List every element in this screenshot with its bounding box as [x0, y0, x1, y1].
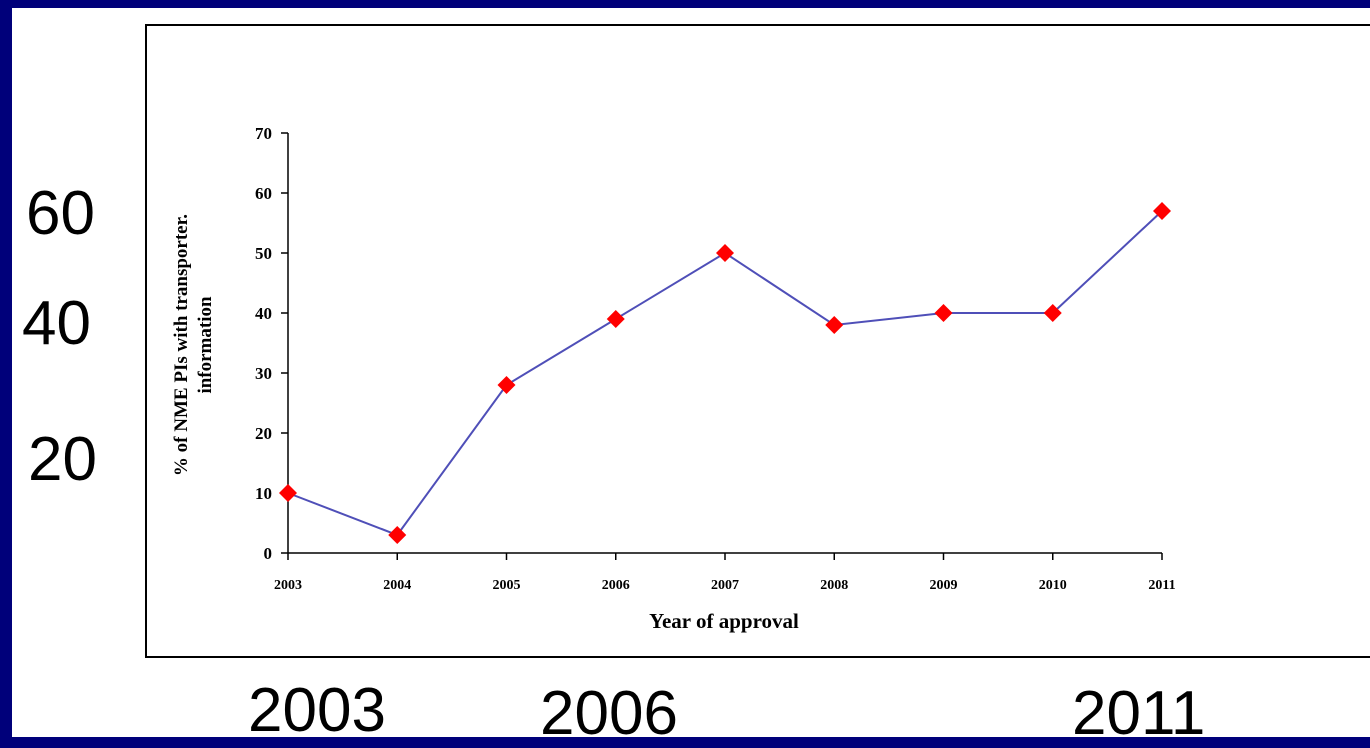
data-point-marker — [279, 484, 297, 502]
y-tick-label: 10 — [255, 484, 272, 503]
data-point-marker — [606, 310, 625, 328]
x-tick-label: 2007 — [711, 578, 739, 593]
overlay-x-label-2006: 2006 — [540, 679, 678, 748]
overlay-x-label-2003: 2003 — [248, 676, 386, 745]
x-tick-label: 2003 — [274, 578, 302, 593]
x-tick-label: 2004 — [383, 578, 411, 593]
y-axis-title-line-1: % of NME PIs with transporter. — [171, 214, 192, 476]
overlay-y-label-60: 60 — [26, 179, 95, 248]
x-tick-label: 2010 — [1039, 578, 1067, 593]
chart-panel: 0 10 20 30 40 50 60 70 2003 2004 2005 2006 2007 2008 2… — [145, 24, 1370, 658]
x-tick-label: 2009 — [930, 578, 958, 593]
overlay-x-label-2011: 2011 — [1072, 679, 1206, 748]
overlay-y-label-20: 20 — [28, 425, 97, 494]
data-point-marker — [1043, 304, 1062, 322]
y-tick-label: 60 — [255, 184, 272, 203]
x-tick-label: 2006 — [602, 578, 630, 593]
x-tick-label: 2005 — [493, 578, 521, 593]
x-tick-label: 2011 — [1148, 578, 1175, 593]
data-point-marker — [1153, 202, 1171, 220]
y-axis-title-line-2: information — [195, 296, 216, 394]
x-axis-title: Year of approval — [649, 609, 799, 633]
y-tick-label: 70 — [255, 124, 272, 143]
x-tick-label: 2008 — [820, 578, 848, 593]
data-point-marker — [934, 304, 953, 322]
y-tick-label: 0 — [264, 544, 273, 563]
slide-canvas: 60 40 20 2003 2006 2011 0 10 20 30 40 50 60 70 2… — [12, 8, 1370, 745]
y-tick-label: 50 — [255, 244, 272, 263]
y-tick-label: 40 — [255, 304, 272, 323]
line-chart: 0 10 20 30 40 50 60 70 2003 2004 2005 2006 2007 2008 2… — [171, 124, 1176, 633]
data-point-marker — [497, 376, 516, 394]
y-tick-label: 20 — [255, 424, 272, 443]
data-point-marker — [716, 244, 734, 262]
data-point-marker — [388, 526, 407, 544]
overlay-y-label-40: 40 — [22, 289, 91, 358]
axes: 0 10 20 30 40 50 60 70 2003 2004 2005 2006 2007 2008 2… — [255, 124, 1176, 593]
data-point-marker — [825, 316, 844, 334]
y-tick-label: 30 — [255, 364, 272, 383]
series — [279, 202, 1171, 544]
